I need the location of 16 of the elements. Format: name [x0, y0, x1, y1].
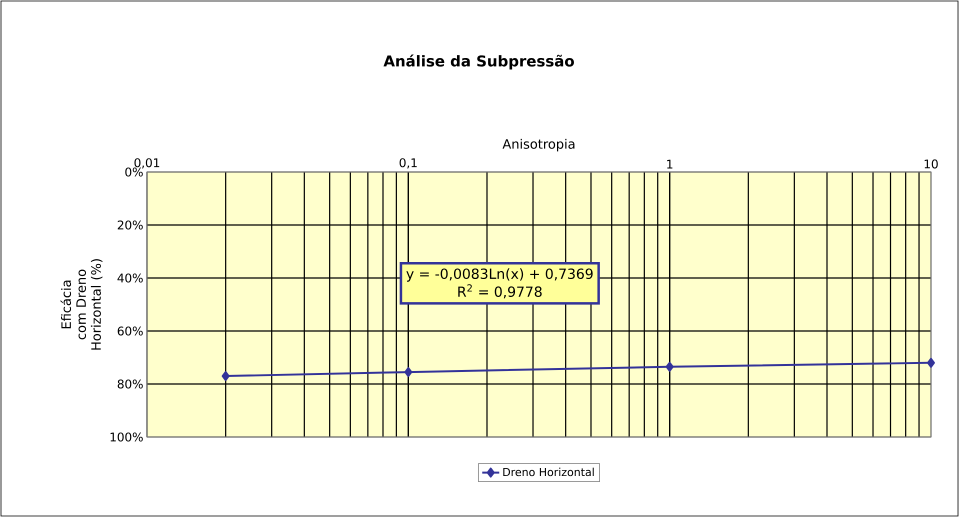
legend-label: Dreno Horizontal [503, 468, 594, 476]
y-tick-label: 80% [118, 379, 143, 389]
x-tick-label: 0,01 [134, 158, 160, 168]
y-tick-label: 0% [125, 167, 143, 177]
x-tick-label: 0,1 [400, 158, 417, 168]
annotation: R$^{2}$ = 0,9778 [458, 284, 542, 298]
y-tick-label: 40% [117, 273, 143, 283]
x-tick-label: 10 [924, 159, 938, 168]
y-axis-title: Eficácia com Dreno Horizontal (%) [60, 259, 102, 350]
y-tick-label: 100% [110, 432, 143, 442]
chart-title: Análise da Subpressão [383, 54, 574, 70]
y-tick-label: 60% [118, 326, 143, 336]
annotation: y = -0,0083Ln(x) + 0,7369 [406, 268, 593, 282]
y-tick-label: 20% [118, 220, 143, 230]
x-axis-title: Anisotropia [502, 138, 574, 152]
x-tick-label: 1 [667, 160, 672, 168]
